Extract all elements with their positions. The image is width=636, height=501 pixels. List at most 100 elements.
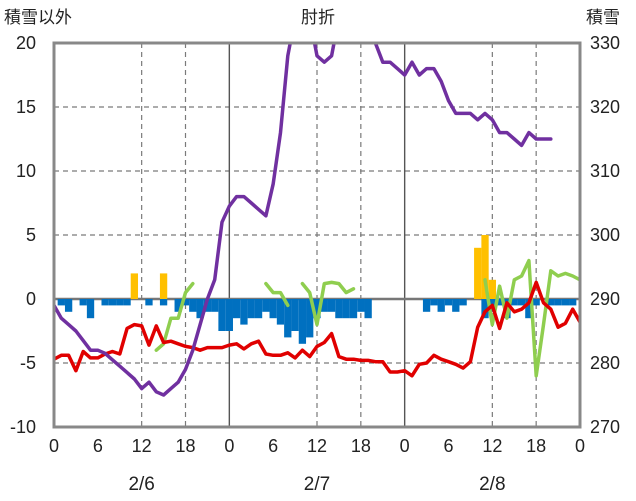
bar	[57, 299, 65, 306]
bar	[211, 299, 219, 312]
series-line	[300, 280, 356, 327]
bar	[196, 299, 204, 319]
bar	[306, 299, 314, 338]
date-label: 2/6	[128, 474, 154, 495]
bar	[269, 299, 277, 319]
bar	[342, 299, 350, 319]
series-line	[154, 281, 195, 352]
bar	[86, 299, 95, 319]
x-tick-label: 12	[132, 436, 152, 456]
bar	[276, 299, 285, 325]
bar	[298, 299, 307, 344]
bar	[313, 299, 321, 319]
bar	[481, 235, 489, 299]
bar	[232, 299, 241, 319]
bar	[481, 299, 489, 319]
bar	[123, 299, 131, 306]
left-tick-label: 15	[16, 97, 36, 117]
bar	[517, 299, 526, 306]
bar	[130, 273, 139, 299]
x-tick-label: 6	[93, 436, 103, 456]
right-tick-label: 330	[590, 33, 620, 53]
bar	[422, 299, 431, 312]
bar	[525, 299, 533, 319]
date-label: 2/7	[304, 474, 330, 495]
bar	[569, 299, 577, 306]
left-tick-labels: 20 15 10 5 0 -5 -10	[10, 33, 36, 437]
series-line	[483, 258, 580, 378]
bar	[495, 299, 504, 306]
right-tick-label: 310	[590, 161, 620, 181]
bar	[116, 299, 124, 306]
bar	[159, 273, 168, 299]
bar	[452, 299, 460, 312]
station-name: 肘折	[301, 8, 335, 27]
bar	[108, 299, 117, 306]
series-line	[54, 280, 580, 378]
plot-border	[52, 41, 582, 429]
bar	[561, 299, 570, 306]
bar	[554, 299, 562, 306]
x-tick-label: 0	[400, 436, 410, 456]
bar	[327, 299, 336, 312]
right-tick-label: 320	[590, 97, 620, 117]
bar	[437, 299, 445, 312]
plot-frame	[52, 41, 582, 429]
left-tick-label: 5	[26, 225, 36, 245]
bar	[430, 299, 438, 306]
bar	[444, 299, 453, 306]
bar	[547, 299, 555, 306]
right-axis-title: 積雪	[586, 8, 620, 27]
x-tick-label: 12	[482, 436, 502, 456]
bar	[240, 299, 248, 325]
series-line	[54, 43, 553, 397]
x-tick-label: 18	[351, 436, 371, 456]
bar	[218, 299, 226, 331]
x-tick-label: 18	[175, 436, 195, 456]
bar	[145, 299, 153, 306]
series-line	[264, 281, 290, 308]
bar	[320, 299, 328, 312]
left-tick-label: -5	[20, 353, 36, 373]
right-tick-label: 300	[590, 225, 620, 245]
right-tick-labels: 330 320 310 300 290 280 270	[590, 33, 620, 437]
bar	[262, 299, 270, 312]
left-tick-label: 20	[16, 33, 36, 53]
bar	[291, 299, 299, 331]
lines-layer	[54, 43, 580, 397]
bar	[474, 247, 482, 299]
bar	[247, 299, 255, 319]
bar	[459, 299, 467, 306]
bar	[79, 299, 87, 306]
bar	[488, 279, 496, 299]
right-tick-label: 290	[590, 289, 620, 309]
bar	[349, 299, 358, 319]
x-tick-labels: 0 6 12 18 0 6 12 18 0 6 12 18 0	[49, 436, 585, 456]
bar	[284, 299, 292, 338]
bar	[159, 299, 168, 306]
bar	[510, 299, 518, 306]
x-tick-label: 0	[49, 436, 59, 456]
right-tick-label: 270	[590, 417, 620, 437]
bar	[64, 299, 73, 312]
x-tick-label: 12	[307, 436, 327, 456]
left-tick-label: -10	[10, 417, 36, 437]
left-tick-label: 10	[16, 161, 36, 181]
left-tick-label: 0	[26, 289, 36, 309]
bar	[532, 299, 540, 306]
bar	[335, 299, 343, 319]
x-tick-label: 6	[268, 436, 278, 456]
bar	[189, 299, 197, 312]
bar	[174, 299, 182, 312]
date-label: 2/8	[479, 474, 505, 495]
bar	[254, 299, 263, 319]
bar	[225, 299, 233, 331]
bar	[203, 299, 212, 312]
bar	[101, 299, 109, 306]
x-tick-label: 18	[526, 436, 546, 456]
left-axis-title: 積雪以外	[4, 8, 72, 27]
bar	[364, 299, 372, 319]
x-tick-label: 0	[575, 436, 585, 456]
bar	[181, 299, 190, 306]
